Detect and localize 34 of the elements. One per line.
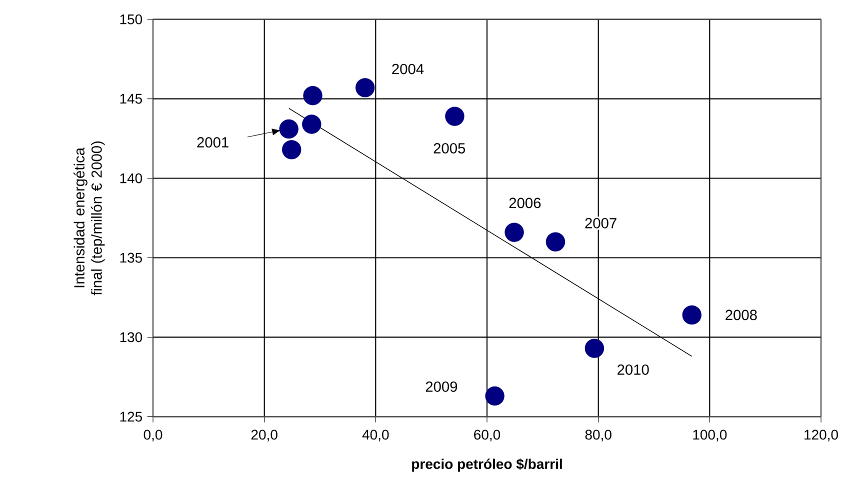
point	[303, 86, 322, 106]
y-tick-label: 125	[120, 412, 142, 422]
y-axis-title: Intensidad energética final (tep/millón € 2000)	[74, 142, 105, 296]
x-tick-label: 80,0	[585, 430, 612, 442]
y-tick-label: 145	[120, 94, 142, 104]
point	[584, 338, 604, 358]
annotation: 2005	[434, 143, 466, 154]
y-tick-label: 135	[120, 252, 142, 263]
x-tick-label: 120,0	[804, 430, 838, 442]
point	[504, 222, 524, 242]
annotation: 2010	[618, 364, 649, 376]
y-tick-label: 130	[120, 332, 142, 342]
annotation: 2006	[509, 198, 541, 208]
y-tick-label: 140	[120, 173, 142, 184]
x-tick-label: 60,0	[474, 430, 500, 442]
point	[282, 140, 302, 160]
point	[445, 106, 464, 126]
annotation: 2001	[197, 137, 228, 148]
x-tick-label: 0,0	[144, 430, 162, 442]
point	[302, 114, 322, 134]
x-axis-title: precio petróleo $/barril	[412, 458, 562, 472]
annotation: 2009	[426, 382, 458, 392]
annotation: 2008	[726, 310, 757, 320]
point	[546, 232, 566, 252]
x-tick-label: 100,0	[693, 430, 727, 442]
point	[355, 78, 375, 98]
y-tick-label: 150	[120, 14, 142, 24]
annotation: 2007	[585, 218, 616, 229]
point	[279, 120, 298, 139]
annotation: 2004	[392, 64, 424, 74]
point	[485, 386, 504, 406]
point	[682, 306, 702, 325]
x-tick-label: 20,0	[251, 430, 278, 442]
x-tick-label: 40,0	[362, 430, 389, 442]
